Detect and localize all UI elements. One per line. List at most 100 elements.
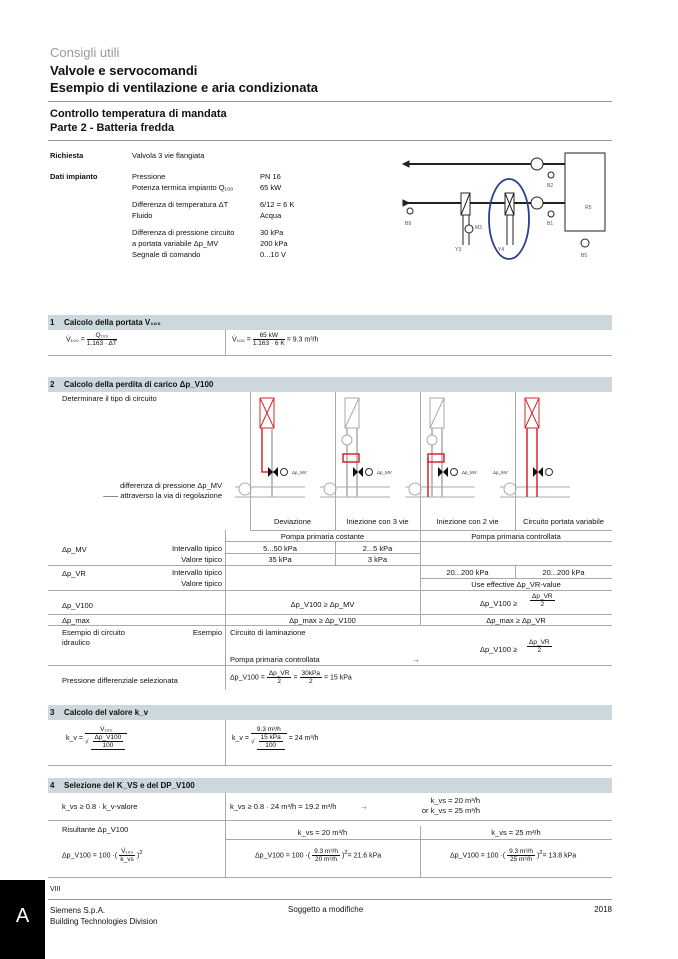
divider — [515, 392, 516, 530]
dp-vr-label: Δp_VR — [62, 569, 86, 578]
plant-param-value: 6/12 = 6 K — [260, 200, 295, 209]
column-header-1: Iniezione con 3 vie — [346, 517, 409, 526]
valve-icon — [533, 467, 543, 477]
divider — [225, 330, 226, 355]
divider — [420, 826, 421, 877]
circuit-diagrams: Δp_MV Δp_MV Δp_MV Δp_MV — [235, 397, 570, 498]
divider — [48, 565, 612, 566]
dp-mv-label: Δp_MV — [62, 545, 87, 554]
circuit-intro: Determinare il tipo di circuito — [62, 394, 157, 403]
selected-pressure-label: Pressione differenziale selezionata — [62, 676, 178, 685]
plant-param-name: Fluido — [132, 211, 153, 220]
kvs-calc: k_vs ≥ 0.8 · 24 m³/h = 19.2 m³/h — [230, 802, 337, 811]
vr-range-variable: 20...200 kPa — [542, 568, 585, 577]
range-label: Intervallo tipico — [171, 544, 222, 553]
plant-param-value: Acqua — [260, 211, 282, 220]
example-label: Esempio di circuito — [62, 628, 125, 637]
highlight-ellipse — [488, 178, 530, 260]
vr-typical: Use effective Δp_VR-value — [471, 580, 561, 589]
subtitle: Controllo temperatura di mandata Parte 2 … — [50, 107, 227, 135]
flow-formula: V̇₁₀₀ = Q₁₀₀ 1.163 · ΔT — [66, 332, 117, 347]
dp-calc-25: Δp_V100 = 100 ·(9.3 m³/h 25 m³/h)2= 13.8 … — [450, 848, 577, 863]
section-3-header: 3 Calcolo del valore k_v — [48, 705, 612, 720]
coil-icon — [524, 397, 540, 429]
divider — [48, 101, 612, 102]
valve-icon — [353, 467, 363, 477]
requirements-label: Richiesta — [50, 151, 84, 160]
divider — [48, 140, 612, 141]
subtitle-line-1: Controllo temperatura di mandata — [50, 108, 227, 120]
label-y4: Y4 — [498, 247, 504, 253]
result-label: Risultante Δp_V100 — [62, 825, 129, 834]
actuator-icon — [545, 468, 553, 476]
v100-rule-left: Δp_V100 ≥ Δp_MV — [290, 600, 355, 609]
dp-formula: Δp_V100 = 100 ·(V̇₁₀₀ k_vs)2 — [62, 848, 143, 863]
divider — [250, 392, 251, 530]
section-1-header: 1 Calcolo della portata V₁₀₀ — [48, 315, 612, 330]
divider — [225, 793, 226, 877]
arrow: → — [360, 802, 368, 811]
kvs-options: k_vs = 20 m³/h or k_vs = 25 m³/h — [421, 796, 480, 815]
chapter-tab: A — [0, 880, 45, 959]
group-controlled-pump: Pompa primaria controllata — [471, 532, 561, 541]
max-rule-right: Δp_max ≥ Δp_VR — [486, 616, 546, 625]
divider — [48, 765, 612, 766]
divider — [225, 553, 420, 554]
divider — [250, 530, 612, 531]
coil-icon — [259, 397, 275, 429]
kv-calculation: k_v = 9.3 m³/h √ 15 kPa 100 = 24 m³/h — [232, 726, 319, 750]
divider — [48, 820, 612, 821]
mv-range-injection: 2...5 kPa — [362, 544, 393, 553]
actuator-icon — [450, 468, 458, 476]
example-rule-fraction: Δp_VR 2 — [527, 639, 552, 654]
label-b2: B2 — [547, 183, 553, 189]
mv-typical-deviation: 35 kPa — [268, 555, 292, 564]
divider — [48, 590, 612, 591]
v100-rule-fraction: Δp_VR 2 — [530, 593, 555, 608]
dp-max-label: Δp_max — [62, 616, 90, 625]
range-label: Intervallo tipico — [171, 568, 222, 577]
pump-icon — [408, 482, 422, 496]
example-circuit: Circuito di laminazione — [230, 628, 306, 637]
plant-param-value: 30 kPa — [260, 228, 284, 237]
ventilation-schematic: B2 B9 M3 B1 Y3 Y4 B5 R5 — [401, 152, 606, 260]
actuator-icon — [280, 468, 288, 476]
divider — [48, 877, 612, 878]
divider — [515, 565, 516, 578]
coil-icon — [344, 397, 360, 429]
section-number: 1 — [50, 318, 55, 327]
dp-tag: Δp_MV — [493, 470, 508, 475]
company: Siemens S.p.A. Building Technologies Divi… — [50, 906, 158, 926]
typical-label: Valore tipico — [181, 579, 222, 588]
plant-param-name: Potenza termica impianto Q₁₀₀ — [132, 183, 234, 192]
requirements-value: Valvola 3 vie flangiata — [132, 151, 205, 160]
pump-icon — [323, 482, 337, 496]
group-constant-pump: Pompa primaria costante — [280, 532, 365, 541]
plant-data-label: Dati impianto — [50, 172, 98, 181]
mv-range-deviation: 5...50 kPa — [263, 544, 297, 553]
label-m3: M3 — [475, 225, 482, 231]
divider — [48, 625, 612, 626]
valve-icon — [268, 467, 278, 477]
year: 2018 — [594, 905, 612, 914]
dp-tag: Δp_MV — [377, 470, 392, 475]
dp-v100-label: Δp_V100 — [62, 601, 93, 610]
divider — [225, 839, 612, 840]
label-b5: B5 — [581, 253, 587, 259]
plant-param-name: Differenza di pressione circuito — [132, 228, 235, 237]
col-kvs-20: k_vs = 20 m³/h — [297, 828, 348, 837]
title-line-1: Valvole e servocomandi — [50, 63, 198, 78]
divider — [335, 541, 336, 565]
divider — [48, 665, 612, 666]
page-number: VIII — [50, 886, 61, 893]
arrow: → — [412, 655, 420, 664]
kv-formula: k_v = V̇₁₀₀ √ Δp_V100 100 — [66, 726, 129, 750]
chapter-letter: A — [15, 905, 30, 927]
footer-rule — [48, 899, 612, 900]
column-header-0: Deviazione — [273, 517, 312, 526]
valve-icon — [438, 467, 448, 477]
plant-param-value: 200 kPa — [260, 239, 288, 248]
flow-calculation: V̇₁₀₀ = 65 kW 1.163 · 6 K = 9.3 m³/h — [232, 332, 319, 347]
label-y3: Y3 — [455, 247, 461, 253]
footer-note: Soggetto a modifiche — [288, 905, 364, 914]
